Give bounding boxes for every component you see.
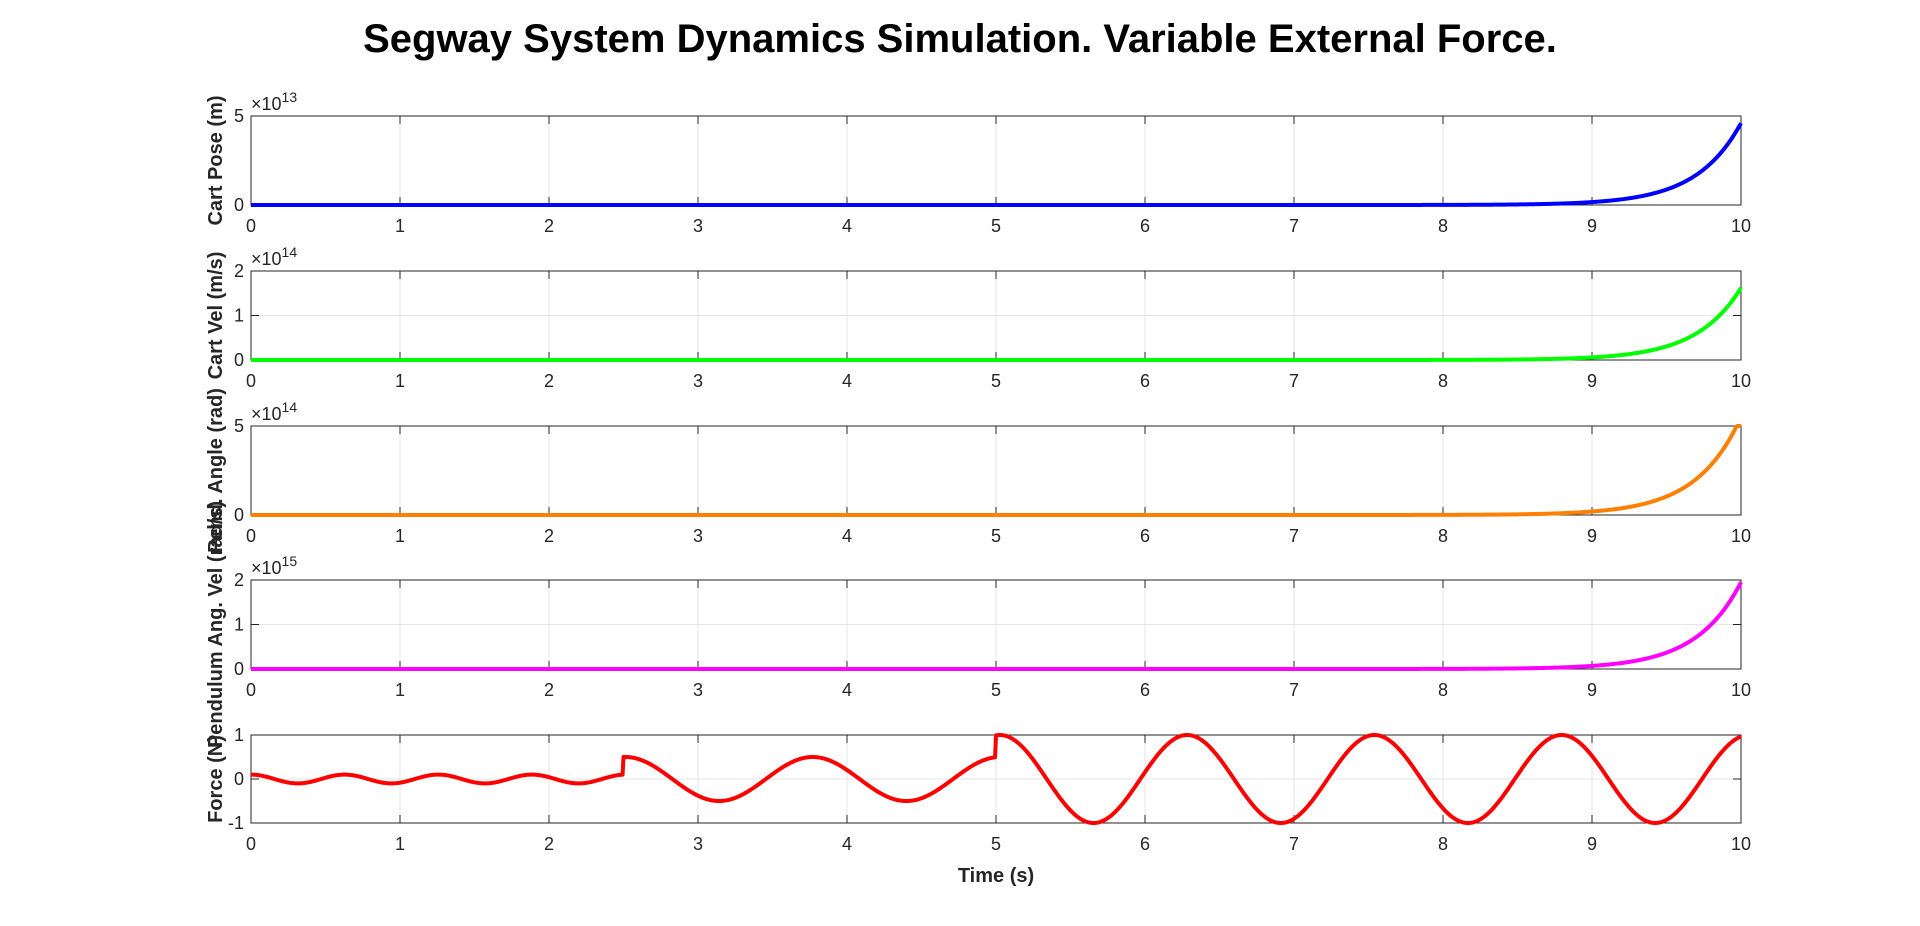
x-tick-label: 1: [395, 834, 405, 854]
y-axis-label: Pendulum Ang. Vel (rad/s): [205, 501, 227, 748]
x-tick-label: 4: [842, 526, 852, 546]
x-tick-label: 10: [1731, 526, 1751, 546]
x-tick-label: 0: [246, 526, 256, 546]
x-tick-label: 4: [842, 216, 852, 236]
x-tick-label: 5: [991, 834, 1001, 854]
x-tick-label: 6: [1140, 680, 1150, 700]
x-axis-label: Time (s): [958, 865, 1034, 887]
x-tick-label: 10: [1731, 680, 1751, 700]
x-tick-label: 5: [991, 526, 1001, 546]
x-tick-label: 7: [1289, 526, 1299, 546]
x-tick-label: 6: [1140, 526, 1150, 546]
x-tick-label: 2: [544, 216, 554, 236]
y-exponent-label: ×1015: [251, 553, 297, 578]
x-tick-label: 6: [1140, 834, 1150, 854]
subplot-2: 0 1 2 3 4 5 6 7 8 9 10 0 1 2 ×1014 Cart Vel (m/s): [205, 244, 1751, 391]
x-tick-label: 8: [1438, 216, 1448, 236]
x-tick-label: 3: [693, 371, 703, 391]
series-line: [249, 424, 1743, 517]
y-axis-label: Cart Pose (m): [205, 95, 227, 225]
series-line: [249, 122, 1743, 207]
figure-title: Segway System Dynamics Simulation. Varia…: [363, 17, 1557, 61]
subplot-1: 0 1 2 3 4 5 6 7 8 9 10 0 5 ×1013 Cart Pose (m): [205, 89, 1751, 236]
x-tick-label: 6: [1140, 371, 1150, 391]
x-tick-label: 0: [246, 216, 256, 236]
y-tick-label: 0: [234, 350, 244, 370]
x-tick-label: 7: [1289, 834, 1299, 854]
x-tick-label: 9: [1587, 834, 1597, 854]
x-tick-label: 9: [1587, 371, 1597, 391]
x-tick-label: 10: [1731, 834, 1751, 854]
y-tick-label: 0: [234, 505, 244, 525]
x-tick-label: 3: [693, 526, 703, 546]
y-exponent-label: ×1014: [251, 244, 297, 269]
x-tick-label: 2: [544, 371, 554, 391]
x-tick-label: 5: [991, 371, 1001, 391]
series-line: [249, 286, 1743, 362]
x-tick-label: 9: [1587, 216, 1597, 236]
y-exponent-label: ×1014: [251, 399, 297, 424]
x-tick-label: 3: [693, 216, 703, 236]
y-tick-label: 0: [234, 769, 244, 789]
y-tick-label: 5: [234, 416, 244, 436]
y-tick-label: 1: [234, 615, 244, 635]
x-tick-label: 2: [544, 834, 554, 854]
series-line: [249, 733, 1743, 825]
x-tick-label: 1: [395, 371, 405, 391]
x-tick-label: 1: [395, 216, 405, 236]
x-tick-label: 9: [1587, 680, 1597, 700]
x-tick-label: 5: [991, 216, 1001, 236]
x-tick-label: 4: [842, 371, 852, 391]
y-tick-label: 1: [234, 306, 244, 326]
y-tick-label: -1: [228, 813, 244, 833]
x-tick-label: 8: [1438, 526, 1448, 546]
x-tick-label: 5: [991, 680, 1001, 700]
x-tick-label: 2: [544, 680, 554, 700]
x-tick-label: 1: [395, 680, 405, 700]
y-axis-label: Pend. Angle (rad): [205, 388, 227, 553]
x-tick-label: 7: [1289, 216, 1299, 236]
y-exponent-label: ×1013: [251, 89, 297, 114]
y-tick-label: 5: [234, 106, 244, 126]
x-tick-label: 0: [246, 834, 256, 854]
subplot-3: 0 1 2 3 4 5 6 7 8 9 10 0 5 ×1014 Pend. Angle (rad): [205, 388, 1751, 553]
y-tick-label: 0: [234, 659, 244, 679]
x-tick-label: 10: [1731, 371, 1751, 391]
y-tick-label: 0: [234, 195, 244, 215]
x-tick-label: 9: [1587, 526, 1597, 546]
y-axis-label: Cart Vel (m/s): [205, 252, 227, 380]
x-tick-label: 7: [1289, 371, 1299, 391]
x-tick-label: 0: [246, 371, 256, 391]
x-tick-label: 3: [693, 834, 703, 854]
y-axis-label: Force (N): [205, 735, 227, 823]
x-tick-label: 4: [842, 680, 852, 700]
y-tick-label: 2: [234, 570, 244, 590]
x-tick-label: 8: [1438, 680, 1448, 700]
x-tick-label: 2: [544, 526, 554, 546]
y-tick-label: 2: [234, 261, 244, 281]
x-tick-label: 7: [1289, 680, 1299, 700]
x-tick-label: 0: [246, 680, 256, 700]
x-tick-label: 6: [1140, 216, 1150, 236]
x-tick-label: 3: [693, 680, 703, 700]
x-tick-label: 4: [842, 834, 852, 854]
x-tick-label: 1: [395, 526, 405, 546]
x-tick-label: 10: [1731, 216, 1751, 236]
y-tick-label: 1: [234, 725, 244, 745]
x-tick-label: 8: [1438, 834, 1448, 854]
series-line: [249, 581, 1743, 671]
x-tick-label: 8: [1438, 371, 1448, 391]
